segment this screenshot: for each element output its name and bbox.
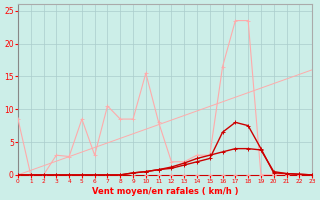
X-axis label: Vent moyen/en rafales ( km/h ): Vent moyen/en rafales ( km/h ) xyxy=(92,187,238,196)
